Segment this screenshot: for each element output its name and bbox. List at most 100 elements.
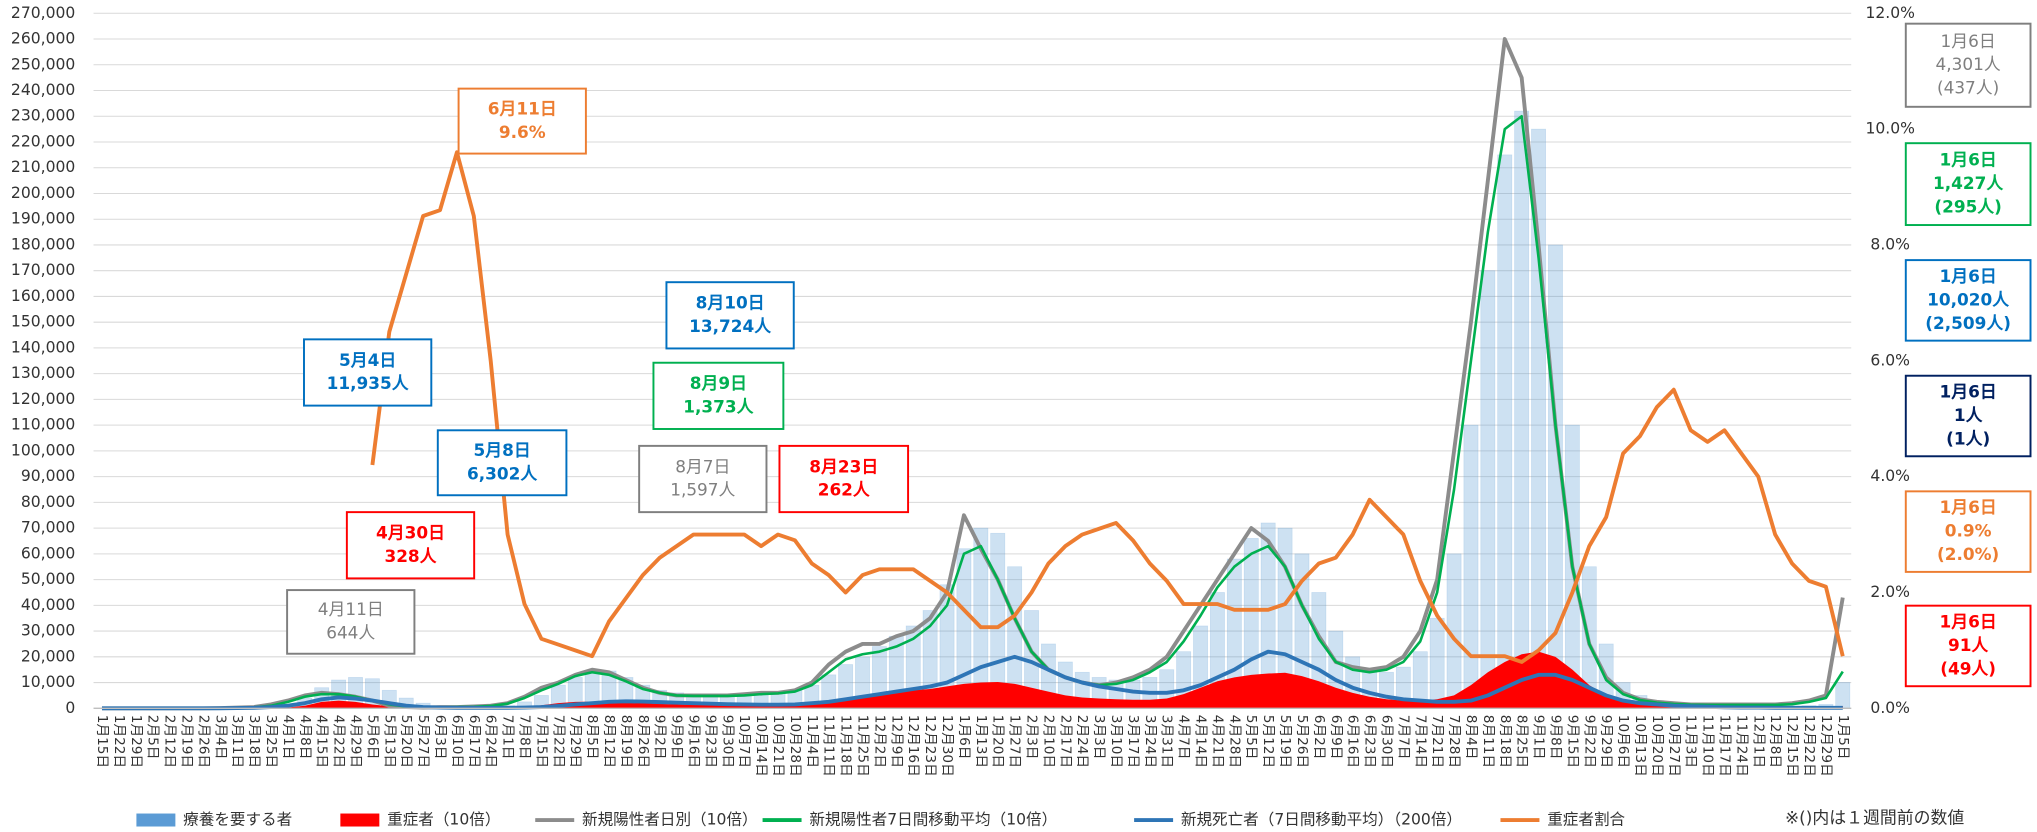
- x-tick-label: 4月15日: [314, 715, 330, 768]
- x-tick-label: 2月5日: [145, 715, 161, 760]
- annotation-box: [1904, 142, 2032, 227]
- x-tick-label: 3月25日: [263, 715, 279, 768]
- x-tick-label: 4月22日: [331, 715, 347, 768]
- x-tick-label: 6月10日: [449, 715, 465, 768]
- x-tick-label: 3月17日: [1125, 715, 1141, 768]
- x-tick-label: 6月23日: [1362, 715, 1378, 768]
- y-tick-label: 30,000: [21, 622, 76, 640]
- annotation-text: (2,509人): [1925, 313, 2011, 333]
- annotation-text: 8月9日: [690, 373, 747, 393]
- legend-label: 新規陽性者日別（10倍）: [582, 811, 758, 829]
- annotation-text: 13,724人: [689, 316, 771, 336]
- annotation-text: 1,373人: [683, 397, 753, 417]
- x-tick-label: 5月5日: [1243, 715, 1259, 760]
- x-tick-label: 8月25日: [1514, 715, 1530, 768]
- annotation-text: 1人: [1954, 405, 1983, 425]
- y2-tick-label: 8.0%: [1870, 235, 1910, 253]
- legend-item: 新規陽性者7日間移動平均（10倍）: [762, 811, 1057, 829]
- x-tick-label: 12月1日: [1750, 715, 1766, 768]
- x-tick-label: 9月30日: [719, 715, 735, 768]
- legend-swatch: [340, 813, 380, 827]
- x-tick-label: 11月25日: [855, 715, 871, 777]
- x-tick-label: 7月7日: [1395, 715, 1411, 760]
- annotation-text: 1,427人: [1933, 173, 2003, 193]
- annotation: 8月7日 1,597人: [638, 444, 768, 514]
- x-tick-label: 5月12日: [1260, 715, 1276, 768]
- x-tick-label: 4月28日: [1226, 715, 1242, 768]
- x-tick-label: 7月22日: [550, 715, 566, 768]
- annotation-box: [652, 361, 785, 430]
- legend-item: 重症者（10倍）: [340, 811, 500, 829]
- annotation: 6月11日 9.6%: [457, 87, 587, 155]
- x-tick-label: 4月14日: [1193, 715, 1209, 768]
- x-tick-label: 6月16日: [1345, 715, 1361, 768]
- y-tick-label: 250,000: [11, 55, 75, 73]
- annotation-box: [1904, 490, 2032, 573]
- y-tick-label: 220,000: [11, 132, 75, 150]
- x-tick-label: 2月26日: [195, 715, 211, 768]
- annotation-text: 8月10日: [696, 293, 765, 313]
- x-tick-label: 9月23日: [702, 715, 718, 768]
- x-tick-label: 11月24日: [1733, 715, 1749, 777]
- x-tick-label: 11月10日: [1700, 715, 1716, 777]
- x-tick-label: 1月22日: [111, 715, 127, 768]
- annotation-text: 1月6日: [1940, 612, 1997, 632]
- x-tick-label: 7月21日: [1429, 715, 1445, 768]
- x-tick-label: 2月17日: [1057, 715, 1073, 768]
- annotation-text: (2.0%): [1937, 544, 1999, 564]
- annotation-text: 328人: [384, 546, 436, 566]
- x-tick-label: 12月22日: [1801, 715, 1817, 777]
- annotation-text: 11,935人: [327, 373, 409, 393]
- y-tick-label: 110,000: [11, 416, 75, 434]
- annotation-box: [638, 444, 768, 514]
- x-tick-label: 1月15日: [94, 715, 110, 768]
- x-tick-label: 3月31日: [1159, 715, 1175, 768]
- x-tick-label: 8月5日: [584, 715, 600, 760]
- x-tick-label: 10月28日: [787, 715, 803, 777]
- y-tick-label: 20,000: [21, 647, 76, 665]
- x-tick-label: 9月22日: [1581, 715, 1597, 768]
- annotation-box: [665, 281, 795, 350]
- x-tick-label: 12月9日: [888, 715, 904, 768]
- y-tick-label: 150,000: [11, 313, 75, 331]
- x-tick-label: 2月10日: [1040, 715, 1056, 768]
- annotation-box: [1904, 604, 2032, 688]
- annotation-text: 1月6日: [1940, 382, 1997, 402]
- y-tick-label: 120,000: [11, 390, 75, 408]
- annotation-text: 10,020人: [1927, 289, 2009, 309]
- x-tick-label: 8月12日: [601, 715, 617, 768]
- y2-tick-label: 0.0%: [1870, 699, 1910, 717]
- x-tick-label: 7月28日: [1446, 715, 1462, 768]
- x-tick-label: 9月15日: [1564, 715, 1580, 768]
- bar: [1514, 110, 1530, 709]
- legend-label: 重症者割合: [1547, 811, 1625, 829]
- x-tick-label: 4月8日: [297, 715, 313, 760]
- y2-tick-label: 2.0%: [1870, 583, 1910, 601]
- x-tick-label: 3月18日: [246, 715, 262, 768]
- y-tick-label: 160,000: [11, 287, 75, 305]
- annotation-text: 4,301人: [1936, 54, 2001, 74]
- y-tick-label: 240,000: [11, 81, 75, 99]
- annotation: 4月30日 328人: [345, 511, 476, 580]
- y-tick-label: 170,000: [11, 261, 75, 279]
- x-tick-label: 8月19日: [618, 715, 634, 768]
- x-tick-label: 4月21日: [1209, 715, 1225, 768]
- note: ※()内は１週間前の数値: [1785, 808, 1964, 828]
- annotation: 5月4日 11,935人: [303, 338, 433, 407]
- y-tick-label: 60,000: [21, 544, 76, 562]
- x-tick-label: 11月4日: [804, 715, 820, 768]
- x-tick-label: 1月20日: [990, 715, 1006, 768]
- annotation-text: 1月6日: [1940, 497, 1997, 517]
- legend-swatch: [136, 813, 176, 827]
- annotation: 1月6日 0.9% (2.0%): [1904, 490, 2032, 573]
- annotation: 5月8日 6,302人: [436, 429, 568, 497]
- x-tick-label: 8月11日: [1480, 715, 1496, 768]
- annotation-text: 4月30日: [376, 523, 445, 543]
- x-tick-label: 10月6日: [1615, 715, 1631, 768]
- annotation-text: (1人): [1946, 428, 1990, 448]
- x-tick-label: 5月26日: [1294, 715, 1310, 768]
- legend-label: 療養を要する者: [183, 811, 292, 829]
- annotation-text: 91人: [1948, 635, 1988, 655]
- x-tick-label: 12月8日: [1767, 715, 1783, 768]
